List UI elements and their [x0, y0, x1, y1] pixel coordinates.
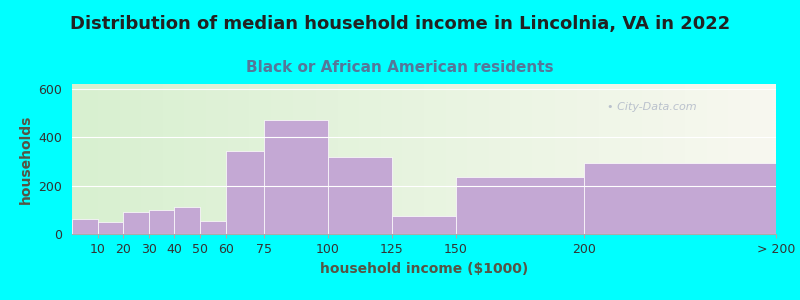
Text: Black or African American residents: Black or African American residents: [246, 60, 554, 75]
Bar: [456, 177, 584, 234]
X-axis label: household income ($1000): household income ($1000): [320, 262, 528, 276]
Bar: [584, 163, 776, 234]
Bar: [226, 151, 264, 234]
Bar: [264, 120, 328, 234]
Bar: [98, 222, 123, 234]
Bar: [392, 216, 456, 234]
Bar: [149, 210, 174, 234]
Bar: [200, 221, 226, 234]
Bar: [72, 220, 98, 234]
Bar: [328, 157, 392, 234]
Text: • City-Data.com: • City-Data.com: [607, 101, 697, 112]
Text: Distribution of median household income in Lincolnia, VA in 2022: Distribution of median household income …: [70, 15, 730, 33]
Bar: [123, 212, 149, 234]
Bar: [174, 207, 200, 234]
Y-axis label: households: households: [19, 114, 33, 204]
